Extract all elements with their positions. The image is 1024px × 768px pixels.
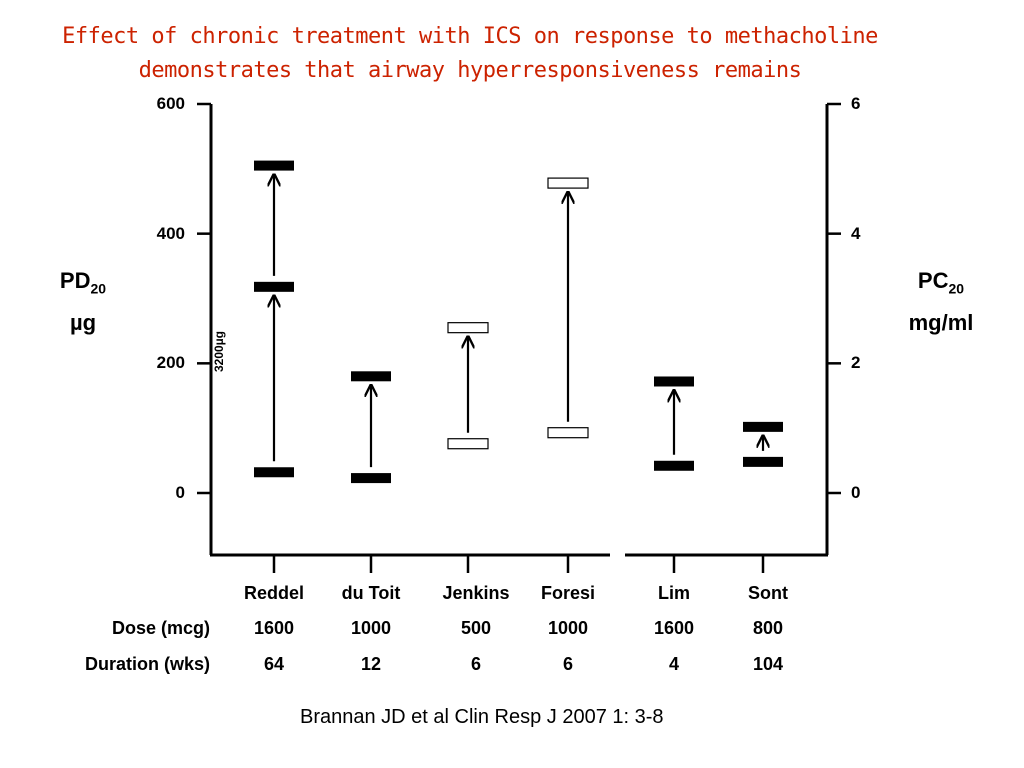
left-axis-tick-label: 200 [156, 353, 185, 373]
study-dose-value: 1600 [653, 618, 695, 638]
chart-title: Effect of chronic treatment with ICS on … [0, 20, 940, 88]
study-dose-value: 1000 [350, 618, 392, 638]
study-name-label: Sont [748, 583, 788, 603]
open-bar-marker [447, 438, 489, 450]
study-name-label: Jenkins [442, 583, 510, 603]
right-axis-label-sub: 20 [948, 280, 965, 297]
open-bar-marker [447, 322, 489, 334]
left-axis-tick-label: 0 [175, 483, 185, 502]
study-duration-value: 6 [470, 654, 481, 674]
study-name-label: Lim [657, 583, 690, 603]
filled-bar-marker [351, 473, 391, 484]
filled-bar-marker [351, 371, 391, 382]
filled-bar-marker [654, 460, 694, 471]
right-axis-tick-label: 6 [851, 94, 861, 113]
study-duration-value: 104 [752, 654, 784, 674]
study-duration-value: 4 [668, 654, 679, 674]
filled-bar-marker [743, 421, 783, 432]
filled-bar-marker [254, 160, 294, 171]
right-axis-title: PC20 mg/ml [896, 268, 986, 336]
open-bar-marker [547, 427, 589, 439]
study-dose-value: 800 [752, 618, 784, 638]
study-dose-value: 500 [460, 618, 492, 638]
study-duration-value: 6 [562, 654, 573, 674]
study-name-label: Reddel [243, 583, 304, 603]
open-bar-marker [547, 177, 589, 189]
reddel-dose-annotation: 3200µg [212, 331, 226, 372]
study-dose-value: 1600 [253, 618, 295, 638]
dose-row-label: Dose (mcg) [111, 618, 210, 638]
chart-title-line2: demonstrates that airway hyperresponsive… [138, 58, 802, 83]
study-name-label: du Toit [341, 583, 401, 603]
filled-bar-marker [654, 376, 694, 387]
right-axis-unit: mg/ml [908, 310, 974, 336]
filled-bar-marker [254, 281, 294, 292]
filled-bar-marker [743, 456, 783, 467]
left-axis-label-sub: 20 [90, 280, 107, 297]
left-axis-unit: µg [69, 310, 97, 336]
citation: Brannan JD et al Clin Resp J 2007 1: 3-8 [300, 706, 664, 728]
filled-bar-marker [254, 467, 294, 478]
chart-title-line1: Effect of chronic treatment with ICS on … [62, 24, 878, 49]
left-axis-tick-label: 600 [156, 94, 185, 113]
right-axis-tick-label: 0 [851, 483, 861, 502]
duration-row-label: Duration (wks) [84, 654, 210, 674]
study-duration-value: 12 [360, 654, 382, 674]
study-dose-value: 1000 [547, 618, 589, 638]
left-axis-label-main: PD [59, 268, 91, 293]
left-axis-tick-label: 400 [156, 223, 185, 243]
right-axis-label-main: PC [917, 268, 949, 293]
study-duration-value: 64 [263, 654, 285, 674]
left-axis-title: PD20 µg [48, 268, 118, 336]
right-axis-tick-label: 4 [851, 223, 861, 243]
study-name-label: Foresi [540, 583, 596, 603]
right-axis-tick-label: 2 [851, 353, 861, 373]
